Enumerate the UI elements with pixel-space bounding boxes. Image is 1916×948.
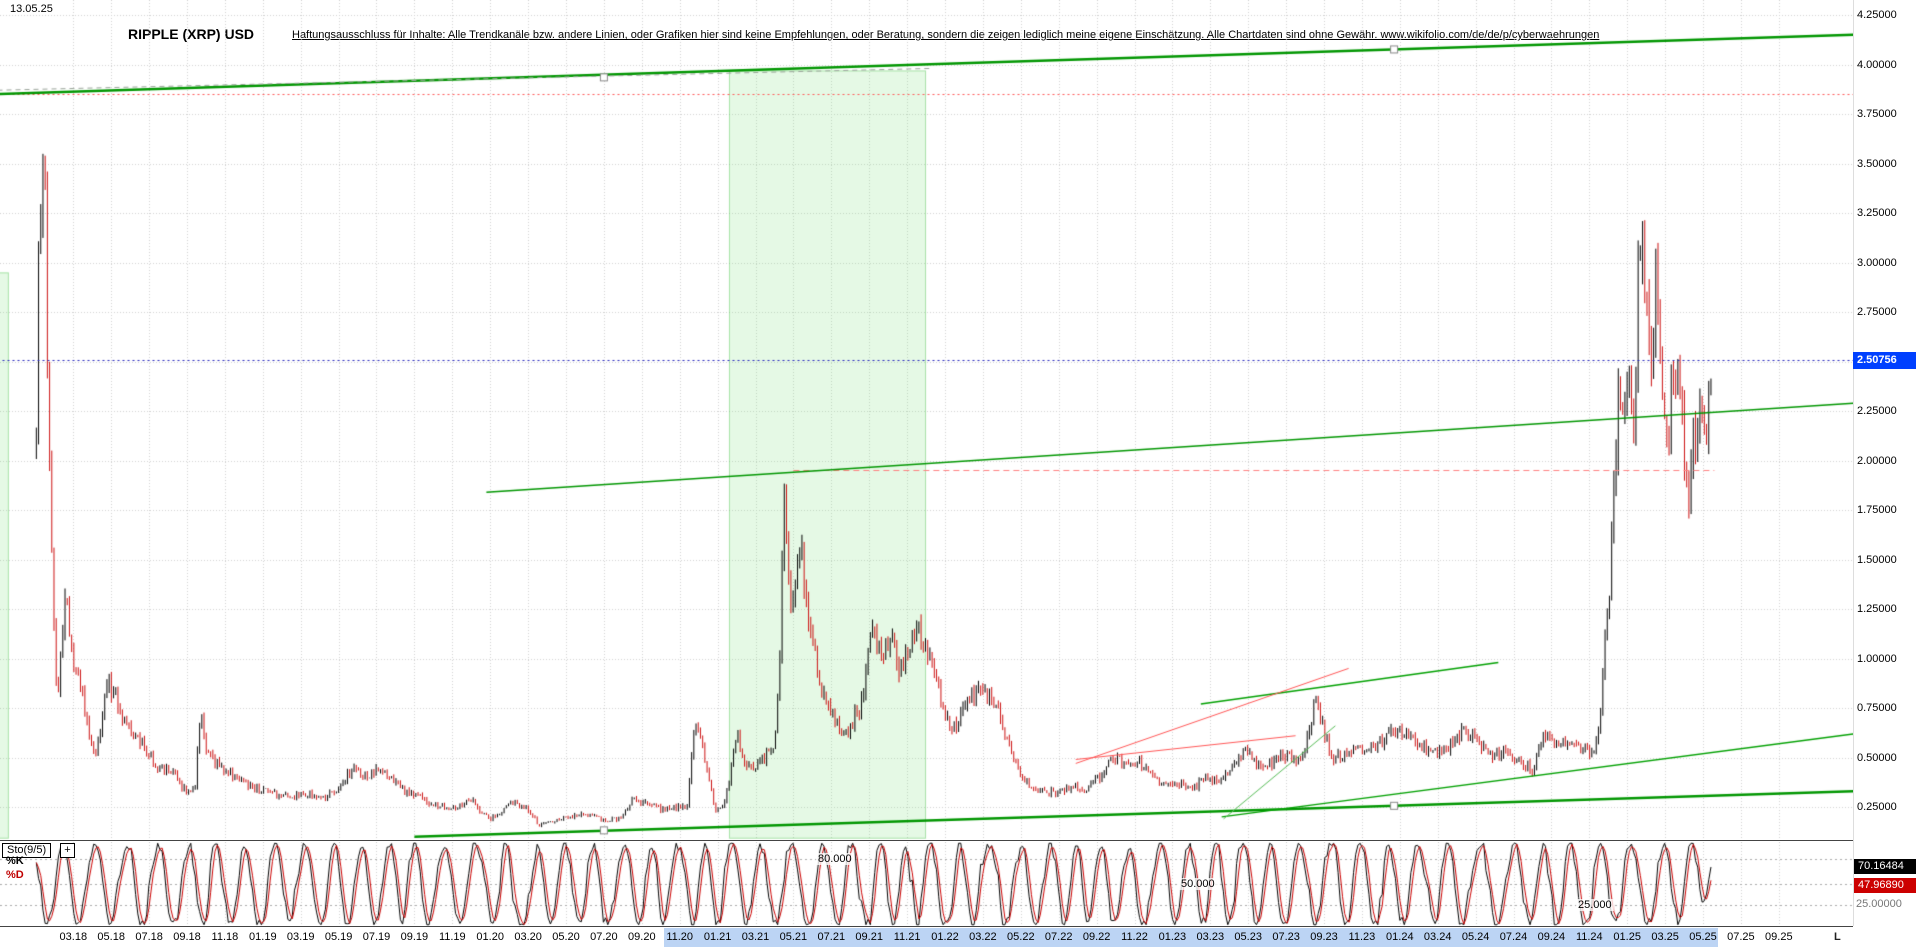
time-axis-label: 05.24 — [1461, 931, 1490, 943]
time-axis-label: 11.18 — [211, 931, 239, 943]
oscillator-level-label: 50.000 — [1179, 878, 1217, 890]
time-axis-label: 09.24 — [1537, 931, 1566, 943]
time-axis-label: 11.19 — [438, 931, 466, 943]
add-indicator-button[interactable]: + — [60, 843, 75, 858]
price-axis-label: 3.00000 — [1857, 256, 1897, 269]
price-axis-label: 0.50000 — [1857, 751, 1897, 764]
stochastic-k-label: %K — [6, 855, 24, 867]
chart-oscillator-divider — [0, 840, 1853, 841]
oscillator-axis-divider — [0, 926, 1853, 927]
time-axis-label: 09.23 — [1310, 931, 1338, 943]
price-axis-label: 4.25000 — [1857, 9, 1897, 21]
time-axis-label: 05.19 — [324, 931, 353, 943]
time-axis-label: 07.21 — [817, 931, 846, 943]
time-axis-label: 09.25 — [1765, 931, 1793, 943]
price-axis-label: 3.75000 — [1857, 108, 1897, 120]
time-axis-label: 09.20 — [628, 931, 656, 943]
price-axis-label: 1.50000 — [1857, 553, 1897, 566]
time-axis-label: 01.25 — [1613, 931, 1641, 943]
price-axis-label: 2.75000 — [1857, 306, 1897, 318]
time-axis-label: 03.24 — [1423, 931, 1452, 943]
time-axis-label: 11.23 — [1348, 931, 1376, 943]
stochastic-d-label: %D — [6, 869, 24, 881]
price-axis-label: 3.25000 — [1857, 207, 1897, 219]
time-axis-label: 07.20 — [590, 931, 618, 943]
time-axis-label: 05.22 — [1007, 931, 1035, 943]
time-axis-label: 03.20 — [514, 931, 542, 943]
time-axis-label: 09.22 — [1082, 931, 1111, 943]
time-axis-label: 11.21 — [893, 931, 921, 943]
time-axis-label: 07.19 — [362, 931, 391, 943]
time-axis-label: 09.18 — [173, 931, 201, 943]
price-axis-label: 1.75000 — [1857, 504, 1897, 516]
time-axis-label: 11.24 — [1575, 931, 1603, 943]
time-axis-label: 05.25 — [1689, 931, 1717, 943]
time-axis-label: 05.18 — [97, 931, 125, 943]
price-axis-label: 4.00000 — [1857, 58, 1897, 71]
time-axis-label: 07.22 — [1044, 931, 1073, 943]
time-axis-label: 01.21 — [703, 931, 732, 943]
time-axis-label: 01.20 — [476, 931, 504, 943]
time-axis-label: 01.22 — [931, 931, 959, 943]
time-axis: 03.18 05.18 07.18 09.18 11.18 01.19 03.19 05.19… — [0, 928, 1916, 948]
price-axis-label: 3.50000 — [1857, 157, 1897, 170]
price-axis-label: 0.75000 — [1857, 702, 1897, 714]
time-axis-label: 03.21 — [741, 931, 770, 943]
time-axis-label: 07.25 — [1727, 931, 1755, 943]
stochastic-d-value-badge: 47.96890 — [1854, 878, 1916, 893]
price-axis-label: 1.25000 — [1857, 603, 1897, 615]
stochastic-oscillator-canvas[interactable] — [0, 842, 1853, 926]
time-axis-label: 03.23 — [1196, 931, 1225, 943]
oscillator-level-label: 25.000 — [1576, 899, 1614, 911]
time-axis-label: 03.18 — [59, 931, 88, 943]
price-axis-divider — [1853, 0, 1854, 926]
time-axis-label: 03.22 — [969, 931, 997, 943]
price-axis: 4.25000 4.00000 3.75000 3.50000 3.25000 3.000… — [1854, 0, 1916, 840]
price-chart-canvas[interactable] — [0, 0, 1853, 840]
oscillator-axis-label: 25.00000 — [1856, 898, 1902, 910]
scale-toggle-button[interactable]: L — [1834, 931, 1841, 943]
stochastic-k-value-badge: 70.16484 — [1854, 859, 1916, 874]
price-axis-label: 1.00000 — [1857, 652, 1897, 665]
current-price-badge: 2.50756 — [1853, 352, 1916, 369]
price-axis-label: 2.00000 — [1857, 454, 1897, 467]
time-axis-label: 07.24 — [1499, 931, 1528, 943]
time-axis-label: 03.25 — [1651, 931, 1679, 943]
time-axis-label: 05.23 — [1234, 931, 1262, 943]
time-axis-label: 11.20 — [666, 931, 694, 943]
time-axis-label: 09.19 — [400, 931, 429, 943]
indicator-label-button[interactable]: Sto(9/5) — [2, 843, 52, 858]
time-axis-highlight-band — [664, 928, 1719, 947]
time-axis-label: 01.24 — [1386, 931, 1414, 943]
time-axis-label: 01.23 — [1158, 931, 1187, 943]
time-axis-label: 11.22 — [1121, 931, 1148, 943]
time-axis-label: 05.20 — [552, 931, 580, 943]
price-axis-label: 0.25000 — [1857, 801, 1897, 813]
oscillator-level-label: 80.000 — [816, 852, 854, 865]
time-axis-label: 03.19 — [286, 931, 315, 943]
time-axis-label: 07.18 — [135, 931, 163, 943]
time-axis-label: 01.19 — [249, 931, 277, 943]
time-axis-label: 07.23 — [1272, 931, 1300, 943]
time-axis-label: 05.21 — [779, 931, 808, 943]
time-axis-label: 09.21 — [855, 931, 883, 943]
price-axis-label: 2.25000 — [1857, 405, 1897, 417]
